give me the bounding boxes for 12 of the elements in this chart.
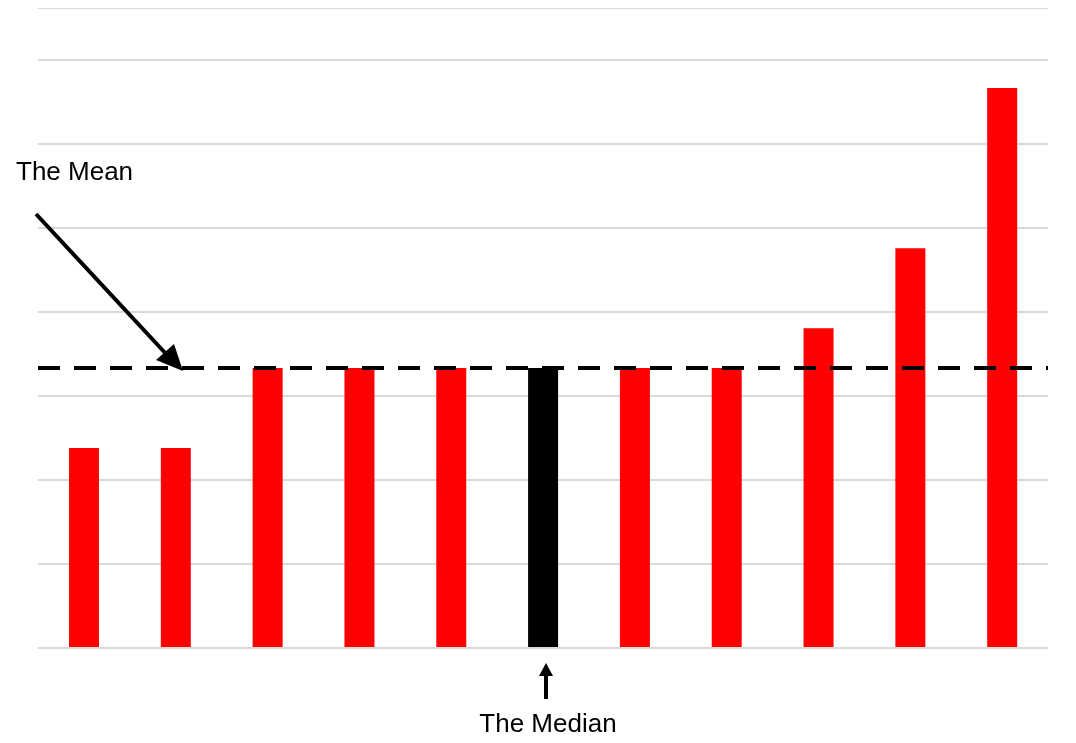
bar [344,368,375,648]
bar [436,368,467,648]
bar [803,328,834,648]
bar [987,88,1018,648]
text: The Median [478,708,618,739]
bar [895,248,926,648]
annotation: The Mean [16,156,134,187]
bar [69,448,99,648]
bar [252,368,283,648]
bar [619,368,650,648]
bar [711,368,742,648]
bar [160,448,191,648]
